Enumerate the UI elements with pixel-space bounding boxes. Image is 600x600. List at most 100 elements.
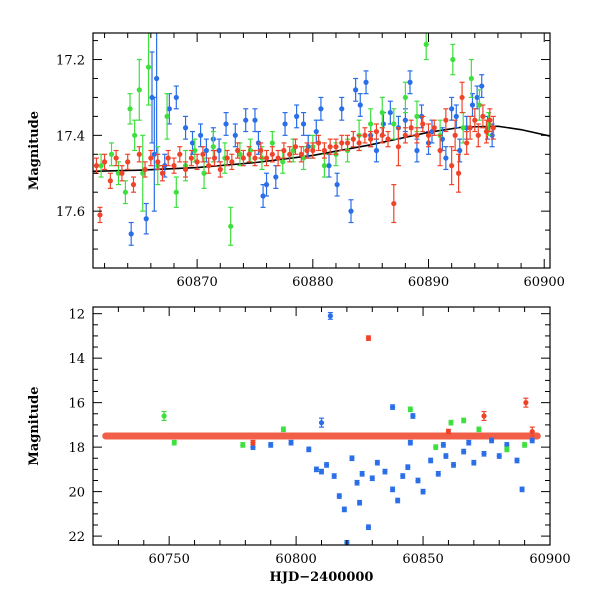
data-point [408, 125, 414, 131]
data-point [429, 128, 435, 135]
data-point [318, 468, 325, 475]
data-point [165, 155, 171, 161]
data-point [431, 125, 437, 131]
data-point [280, 159, 286, 165]
data-point [359, 471, 365, 477]
data-point [189, 140, 196, 146]
data-point [453, 113, 459, 119]
data-point [407, 440, 413, 446]
data-point [483, 128, 489, 135]
data-point [93, 163, 100, 169]
data-point [323, 462, 330, 468]
data-point [439, 136, 446, 142]
y-tick-label: 20 [68, 486, 85, 501]
x-tick-label: 60870 [176, 275, 217, 290]
y-tick-label: 22 [68, 530, 85, 545]
data-point [379, 109, 385, 116]
data-point [504, 442, 510, 448]
data-point [443, 155, 449, 161]
data-point [313, 128, 319, 135]
data-point [464, 140, 470, 146]
data-point [363, 79, 369, 85]
series-2 [93, 81, 496, 224]
data-point [354, 480, 360, 486]
data-point [327, 144, 333, 150]
data-point [171, 440, 177, 446]
x-tick-label: 60900 [529, 552, 570, 567]
data-point [379, 132, 385, 138]
data-point [402, 94, 408, 101]
data-point [490, 125, 496, 131]
data-point [203, 147, 209, 154]
data-point [182, 125, 189, 131]
data-point [154, 75, 160, 82]
data-point [334, 182, 340, 188]
data-point [452, 132, 458, 138]
data-point [273, 174, 279, 180]
plot-area [93, 33, 550, 246]
data-point [387, 109, 393, 116]
data-point [456, 170, 462, 176]
data-point [402, 117, 408, 123]
data-point [348, 208, 354, 214]
data-point [331, 473, 337, 479]
data-point [523, 400, 529, 406]
data-point [400, 473, 406, 479]
data-point [243, 117, 249, 123]
data-point [336, 493, 342, 499]
data-point [460, 125, 466, 131]
data-point [391, 200, 397, 207]
series-1 [161, 406, 528, 453]
data-point [450, 56, 456, 63]
data-point [275, 155, 281, 161]
data-point [443, 453, 449, 459]
data-point [449, 163, 455, 169]
data-point [316, 140, 322, 146]
data-point [127, 106, 133, 112]
data-point [449, 106, 455, 112]
data-point [389, 404, 396, 410]
data-point [480, 113, 486, 119]
data-point [228, 223, 234, 229]
data-point [445, 428, 452, 435]
data-point [300, 155, 307, 161]
data-point [288, 440, 294, 446]
data-point [260, 193, 266, 199]
data-point [232, 132, 238, 138]
data-point [140, 170, 146, 176]
data-point [148, 155, 154, 161]
x-tick-label: 60900 [524, 275, 565, 290]
data-point [410, 413, 416, 419]
data-point [240, 442, 246, 448]
data-point [350, 136, 356, 142]
plot-area [102, 311, 541, 545]
data-point [188, 155, 194, 161]
data-point [476, 426, 482, 432]
data-point [269, 151, 275, 157]
data-point [414, 147, 420, 154]
data-point [369, 475, 375, 481]
data-point [136, 87, 142, 93]
data-point [420, 121, 426, 127]
data-point [365, 335, 372, 341]
data-point [235, 147, 241, 154]
y-tick-label: 17.4 [56, 129, 85, 144]
data-point [142, 166, 148, 173]
data-point [407, 79, 413, 85]
data-point [161, 413, 167, 419]
data-point [443, 117, 449, 123]
data-point [258, 147, 264, 154]
data-point [428, 457, 434, 464]
data-point [326, 163, 332, 169]
y-tick-label: 17.6 [56, 205, 85, 220]
data-point [197, 132, 204, 138]
data-point [263, 182, 270, 188]
data-point [252, 155, 258, 161]
y-tick-label: 12 [68, 308, 85, 323]
x-tick-label: 60750 [148, 552, 189, 567]
y-axis-label: Magnitude [27, 111, 42, 190]
data-point [450, 462, 457, 468]
data-point [280, 426, 287, 432]
data-point [476, 102, 483, 108]
